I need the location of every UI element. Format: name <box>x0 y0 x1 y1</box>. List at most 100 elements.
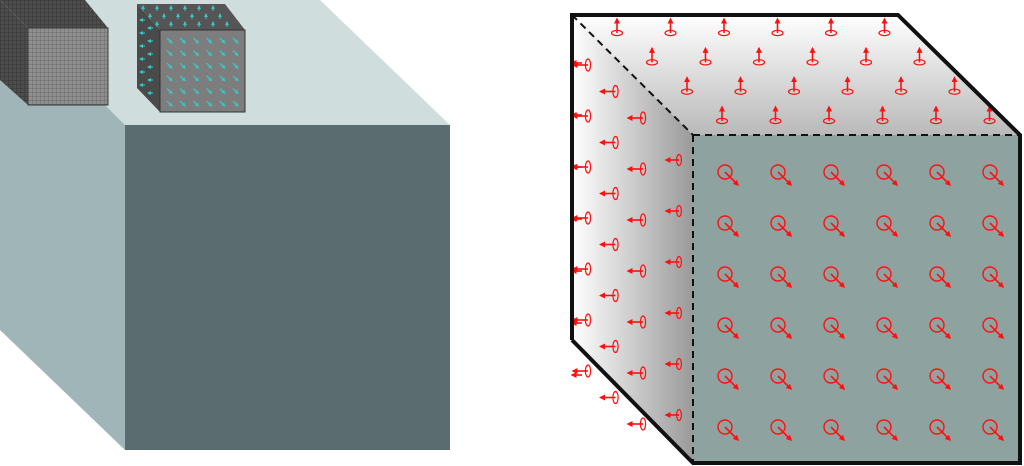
front-circle-marker <box>876 215 892 231</box>
front-arrow <box>936 171 952 187</box>
front-circle-marker <box>717 266 733 282</box>
front-arrow <box>989 426 1005 442</box>
front-arrow <box>936 426 952 442</box>
cyan-arrow <box>219 87 226 95</box>
cyan-arrow <box>192 87 200 95</box>
front-face-arrows <box>717 164 1005 442</box>
front-circle-marker <box>770 266 786 282</box>
right-block-top-face <box>572 15 1020 135</box>
vector-field-cube <box>137 4 246 113</box>
front-arrow <box>777 171 793 187</box>
left-block-side-face <box>0 0 125 450</box>
front-circle-marker <box>823 419 839 435</box>
cyan-arrow <box>219 50 226 57</box>
front-arrow <box>830 375 846 391</box>
front-circle-marker <box>876 164 892 180</box>
front-circle-marker <box>876 368 892 384</box>
front-circle-marker <box>770 215 786 231</box>
cyan-arrow <box>232 37 239 44</box>
cyan-arrow <box>232 100 239 107</box>
front-circle-marker <box>823 164 839 180</box>
cyan-arrow <box>232 62 239 69</box>
front-arrow <box>830 426 846 442</box>
front-circle-marker <box>982 215 998 231</box>
front-arrow <box>883 222 899 238</box>
front-circle-marker <box>929 164 945 180</box>
cyan-arrow <box>232 50 239 57</box>
right-block <box>570 13 1022 465</box>
cyan-arrow <box>232 87 239 95</box>
front-arrow <box>936 324 952 340</box>
cyan-arrow <box>192 50 200 57</box>
fine-mesh-cube <box>0 0 109 106</box>
cyan-arrow <box>192 100 200 107</box>
front-arrow <box>989 324 1005 340</box>
front-arrow <box>936 375 952 391</box>
front-circle-marker <box>876 266 892 282</box>
front-circle-marker <box>823 215 839 231</box>
cyan-arrow <box>179 100 186 107</box>
front-circle-marker <box>717 419 733 435</box>
front-arrow <box>777 426 793 442</box>
cyan-arrow <box>166 87 173 95</box>
cyan-arrow <box>232 75 239 82</box>
left-block-front-face <box>125 125 450 450</box>
cyan-arrow <box>179 87 186 95</box>
cyan-arrow <box>206 50 213 57</box>
front-circle-marker <box>929 419 945 435</box>
vector-cube-arrows <box>139 5 239 107</box>
cyan-arrow <box>192 62 200 69</box>
front-circle-marker <box>982 419 998 435</box>
front-circle-marker <box>876 317 892 333</box>
vector-cube-front <box>159 29 246 113</box>
front-circle-marker <box>823 368 839 384</box>
front-arrow <box>830 222 846 238</box>
front-arrow <box>830 324 846 340</box>
front-circle-marker <box>982 368 998 384</box>
front-arrow <box>777 375 793 391</box>
mesh-cube-top <box>0 0 108 28</box>
front-arrow <box>724 426 740 442</box>
front-arrow <box>724 375 740 391</box>
front-arrow <box>989 375 1005 391</box>
cyan-arrow <box>166 62 173 69</box>
front-circle-marker <box>982 164 998 180</box>
cyan-arrow <box>179 37 186 44</box>
cyan-arrow <box>179 50 186 57</box>
vector-cube-top <box>137 4 245 30</box>
cyan-arrow <box>166 50 173 57</box>
right-block-side-face <box>572 15 693 463</box>
front-arrow <box>724 222 740 238</box>
cyan-arrow <box>219 75 226 82</box>
front-circle-marker <box>770 368 786 384</box>
front-arrow <box>724 273 740 289</box>
front-circle-marker <box>717 164 733 180</box>
front-circle-marker <box>823 266 839 282</box>
front-circle-marker <box>982 266 998 282</box>
front-arrow <box>777 324 793 340</box>
front-circle-marker <box>929 266 945 282</box>
front-arrow <box>883 171 899 187</box>
cyan-arrow <box>206 75 213 82</box>
front-arrow <box>883 426 899 442</box>
front-circle-marker <box>717 317 733 333</box>
front-arrow <box>989 222 1005 238</box>
cyan-arrow <box>179 62 186 69</box>
front-arrow <box>830 273 846 289</box>
front-arrow <box>989 171 1005 187</box>
front-arrow <box>883 375 899 391</box>
front-circle-marker <box>929 368 945 384</box>
front-circle-marker <box>929 215 945 231</box>
front-arrow <box>883 324 899 340</box>
front-arrow <box>724 171 740 187</box>
front-arrow <box>936 222 952 238</box>
front-circle-marker <box>770 419 786 435</box>
cyan-arrow <box>219 37 226 44</box>
front-circle-marker <box>876 419 892 435</box>
cyan-arrow <box>219 62 226 69</box>
cyan-arrow <box>206 37 213 44</box>
cyan-arrow <box>166 100 173 107</box>
front-arrow <box>883 273 899 289</box>
front-arrow <box>936 273 952 289</box>
